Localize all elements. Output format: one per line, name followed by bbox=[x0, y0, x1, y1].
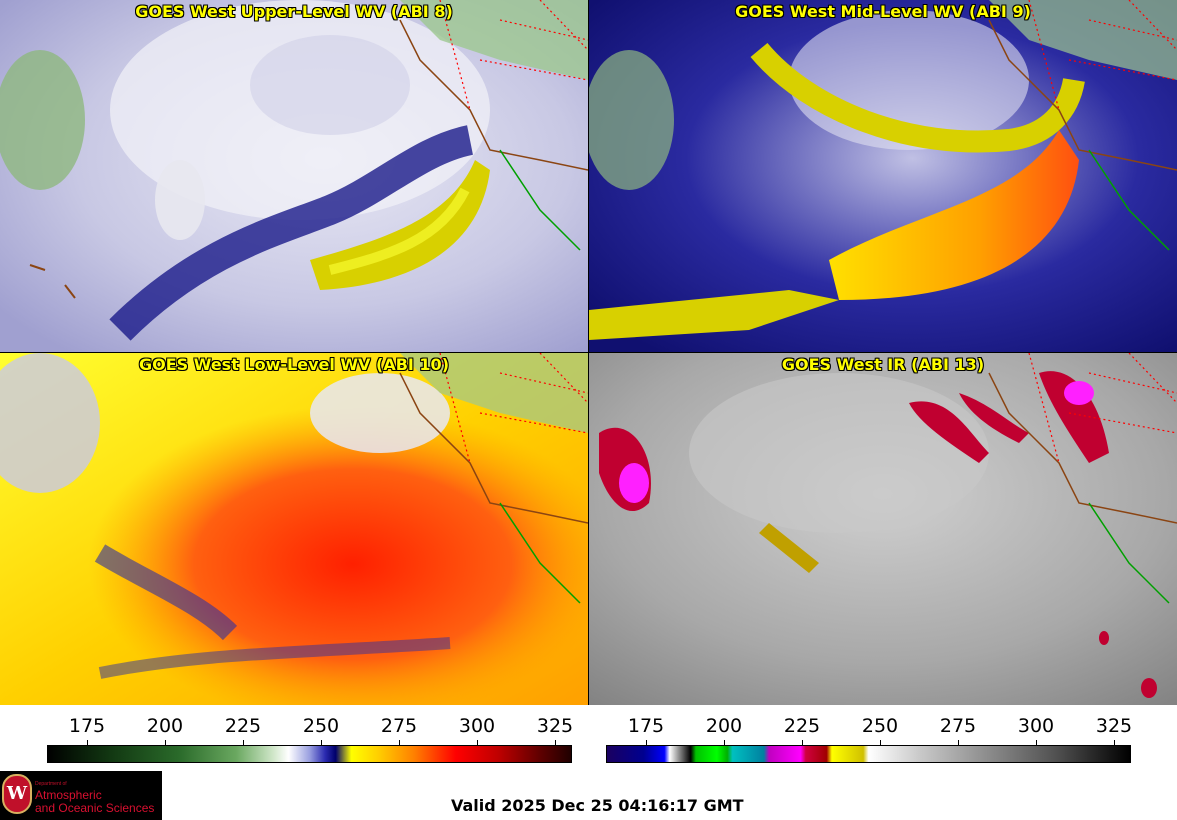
ir-tick-mark bbox=[1036, 740, 1037, 746]
mid-level-wv-title: GOES West Mid-Level WV (ABI 9) bbox=[735, 2, 1031, 21]
aos-logo[interactable]: W Department of Atmospheric and Oceanic … bbox=[0, 771, 162, 820]
ir-image bbox=[589, 353, 1177, 705]
wv-tick-mark bbox=[165, 740, 166, 746]
ir-colorbar-group: 175 200 225 250 275 300 325 bbox=[606, 705, 1133, 765]
ir-tick-label: 175 bbox=[627, 715, 665, 737]
low-level-wv-panel: GOES West Low-Level WV (ABI 10) bbox=[0, 353, 588, 705]
wv-colorbar-ticks: 175 200 225 250 275 300 325 bbox=[47, 715, 574, 737]
low-level-wv-title: GOES West Low-Level WV (ABI 10) bbox=[138, 355, 449, 374]
logo-name-line2: and Oceanic Sciences bbox=[35, 801, 155, 815]
wv-tick-label: 250 bbox=[302, 715, 340, 737]
mid-level-wv-panel: GOES West Mid-Level WV (ABI 9) bbox=[589, 0, 1177, 352]
wv-tick-mark bbox=[87, 740, 88, 746]
ir-tick-label: 275 bbox=[939, 715, 977, 737]
wv-tick-mark bbox=[243, 740, 244, 746]
wv-tick-label: 225 bbox=[224, 715, 262, 737]
ir-tick-mark bbox=[1114, 740, 1115, 746]
upper-level-wv-panel: GOES West Upper-Level WV (ABI 8) bbox=[0, 0, 588, 352]
wv-tick-mark bbox=[321, 740, 322, 746]
logo-name-line1: Atmospheric bbox=[35, 788, 102, 802]
ir-tick-label: 300 bbox=[1017, 715, 1055, 737]
ir-tick-mark bbox=[646, 740, 647, 746]
ir-colorbar-ticks: 175 200 225 250 275 300 325 bbox=[606, 715, 1133, 737]
ir-tick-label: 225 bbox=[783, 715, 821, 737]
wv-tick-label: 325 bbox=[536, 715, 574, 737]
ir-title: GOES West IR (ABI 13) bbox=[781, 355, 985, 374]
ir-tick-mark bbox=[958, 740, 959, 746]
wv-tick-label: 175 bbox=[68, 715, 106, 737]
wv-colorbar bbox=[47, 745, 572, 763]
ir-tick-label: 250 bbox=[861, 715, 899, 737]
mid-level-wv-image bbox=[589, 0, 1177, 352]
wv-tick-mark bbox=[477, 740, 478, 746]
ir-tick-mark bbox=[880, 740, 881, 746]
low-level-wv-image bbox=[0, 353, 588, 705]
logo-dept-text: Department of bbox=[35, 781, 67, 787]
wv-colorbar-group: 175 200 225 250 275 300 325 bbox=[47, 705, 574, 765]
ir-tick-mark bbox=[724, 740, 725, 746]
panel-divider-horizontal bbox=[0, 352, 1177, 353]
wv-tick-label: 300 bbox=[458, 715, 496, 737]
ir-colorbar bbox=[606, 745, 1131, 763]
wv-tick-mark bbox=[399, 740, 400, 746]
ir-tick-label: 200 bbox=[705, 715, 743, 737]
uw-seal-icon: W bbox=[2, 774, 32, 814]
upper-level-wv-title: GOES West Upper-Level WV (ABI 8) bbox=[135, 2, 453, 21]
ir-tick-label: 325 bbox=[1095, 715, 1133, 737]
valid-time: Valid 2025 Dec 25 04:16:17 GMT bbox=[451, 796, 744, 815]
wv-tick-label: 275 bbox=[380, 715, 418, 737]
wv-tick-label: 200 bbox=[146, 715, 184, 737]
upper-level-wv-image bbox=[0, 0, 588, 352]
ir-tick-mark bbox=[802, 740, 803, 746]
ir-panel: GOES West IR (ABI 13) bbox=[589, 353, 1177, 705]
wv-tick-mark bbox=[555, 740, 556, 746]
